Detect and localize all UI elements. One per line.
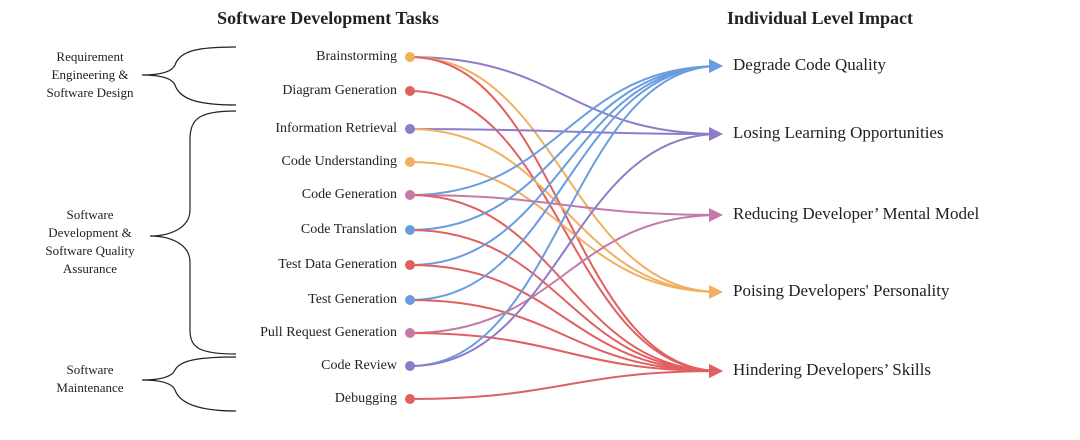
impact-label: Reducing Developer’ Mental Model <box>733 204 980 223</box>
link <box>409 56 723 299</box>
link <box>409 56 723 141</box>
task-dot <box>405 190 415 200</box>
impact-label: Degrade Code Quality <box>733 55 886 74</box>
group-label: Engineering & <box>52 67 129 82</box>
impact-label: Poising Developers' Personality <box>733 281 950 300</box>
header-right: Individual Level Impact <box>727 8 913 28</box>
task-label: Code Translation <box>301 222 397 237</box>
group-label: Development & <box>48 225 131 240</box>
link <box>409 59 723 301</box>
link <box>409 59 723 266</box>
group-label: Software Design <box>46 85 134 100</box>
task-label: Code Understanding <box>282 154 397 169</box>
links <box>409 56 723 400</box>
group-label: Maintenance <box>56 380 123 395</box>
task-dot <box>405 225 415 235</box>
task-dot <box>405 394 415 404</box>
link <box>409 161 723 299</box>
task-dot <box>405 52 415 62</box>
task-dot <box>405 328 415 338</box>
task-label: Brainstorming <box>316 49 397 64</box>
link <box>409 128 723 299</box>
task-label: Diagram Generation <box>282 83 397 98</box>
link <box>409 364 723 400</box>
link <box>409 332 723 378</box>
group-label: Assurance <box>63 261 117 276</box>
task-label: Information Retrieval <box>275 121 397 136</box>
link <box>409 90 723 378</box>
task-dot <box>405 295 415 305</box>
group-label: Requirement <box>56 49 124 64</box>
task-dot <box>405 86 415 96</box>
link <box>409 59 723 367</box>
impact-label: Hindering Developers’ Skills <box>733 360 931 379</box>
task-dot <box>405 157 415 167</box>
link <box>409 127 723 367</box>
task-dot <box>405 361 415 371</box>
brace <box>141 46 237 106</box>
brace <box>149 110 237 355</box>
task-label: Pull Request Generation <box>260 325 397 340</box>
link <box>409 59 723 196</box>
task-dot <box>405 124 415 134</box>
link <box>409 194 723 222</box>
brace <box>141 356 237 412</box>
link <box>409 208 723 334</box>
nodes: Brainstorming Diagram Generation Informati… <box>45 49 979 406</box>
task-label: Debugging <box>335 391 397 406</box>
group-label: Software <box>67 207 114 222</box>
link <box>409 194 723 378</box>
link <box>409 299 723 378</box>
link <box>409 59 723 231</box>
link <box>409 264 723 378</box>
link <box>409 229 723 378</box>
task-label: Test Generation <box>308 292 397 307</box>
group-label: Software <box>67 362 114 377</box>
impact-label: Losing Learning Opportunities <box>733 123 944 142</box>
task-label: Test Data Generation <box>278 257 397 272</box>
header-left: Software Development Tasks <box>217 8 439 28</box>
group-label: Software Quality <box>45 243 135 258</box>
task-dot <box>405 260 415 270</box>
task-label: Code Review <box>321 358 398 373</box>
task-label: Code Generation <box>302 187 397 202</box>
